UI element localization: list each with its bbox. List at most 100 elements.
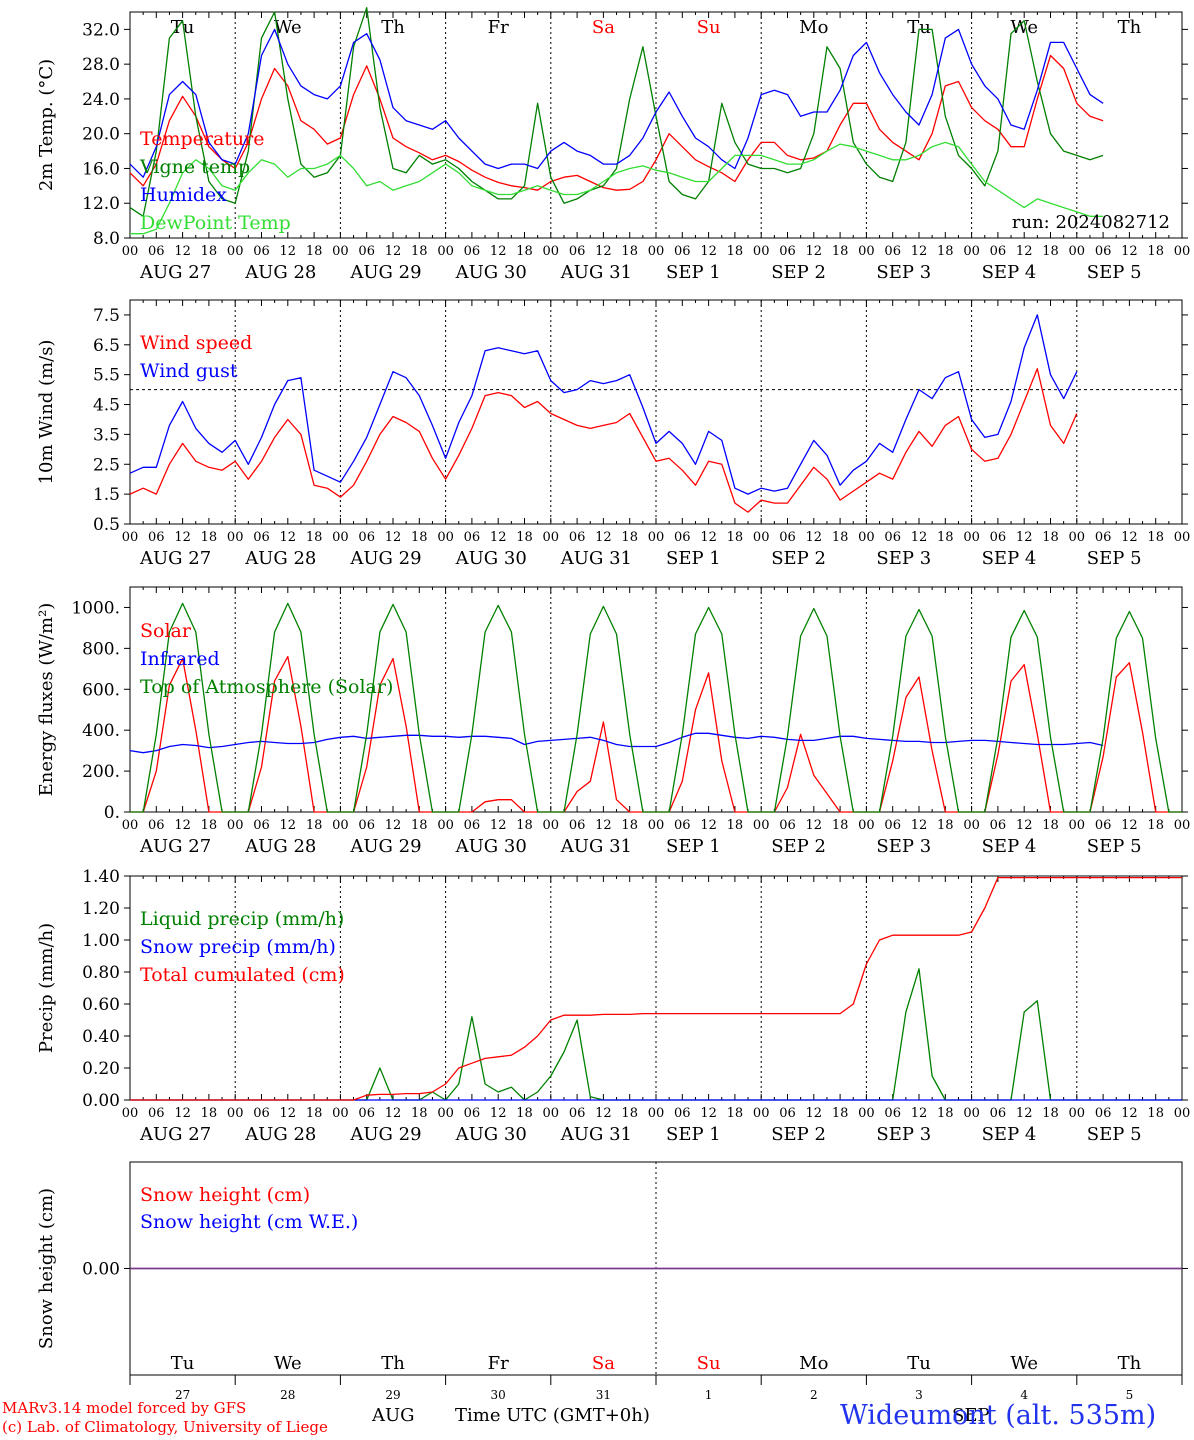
date-label: SEP 3 xyxy=(876,1124,931,1145)
hour-tick-label: 06 xyxy=(990,1106,1007,1121)
hour-tick-label: 18 xyxy=(1147,244,1164,259)
y-tick-label: 24.0 xyxy=(82,90,120,110)
y-axis-title: Snow height (cm) xyxy=(36,1188,57,1349)
hour-tick-label: 12 xyxy=(1016,818,1033,833)
hour-tick-label: 18 xyxy=(621,818,638,833)
panel-frame xyxy=(129,11,1183,239)
date-label: AUG 30 xyxy=(455,262,527,283)
hour-tick-label: 00 xyxy=(1069,818,1086,833)
hour-tick-label: 12 xyxy=(385,244,402,259)
hour-tick-label: 00 xyxy=(753,530,770,545)
hour-tick-label: 00 xyxy=(858,244,875,259)
date-label: SEP 1 xyxy=(666,548,721,569)
hour-tick-label: 06 xyxy=(990,244,1007,259)
hour-tick-label: 06 xyxy=(569,530,586,545)
hour-tick-label: 12 xyxy=(1121,530,1138,545)
hour-tick-label: 00 xyxy=(963,818,980,833)
weekday-label: Tu xyxy=(907,17,931,38)
hour-tick-label: 00 xyxy=(1069,530,1086,545)
panel-temp: 00 06 12 18 00 06 12 18 00 06 12 18 00 06 12 18 00 06 12 18… xyxy=(36,7,1190,283)
date-label: SEP 1 xyxy=(666,1124,721,1145)
hour-tick-label: 06 xyxy=(464,818,481,833)
hour-tick-label: 06 xyxy=(1095,1106,1112,1121)
legend-entry: Snow height (cm W.E.) xyxy=(140,1211,358,1233)
y-tick-label: 200. xyxy=(82,762,120,782)
hour-tick-label: 12 xyxy=(700,1106,717,1121)
date-label: SEP 5 xyxy=(1087,262,1142,283)
hour-tick-label: 06 xyxy=(569,1106,586,1121)
hour-tick-label: 18 xyxy=(937,244,954,259)
hour-tick-label: 12 xyxy=(911,1106,928,1121)
series-line-humidex xyxy=(129,28,1104,178)
y-tick-label: 0.20 xyxy=(82,1059,120,1079)
date-label: SEP 3 xyxy=(876,836,931,857)
hour-tick-label: 06 xyxy=(148,530,165,545)
hour-tick-label: 00 xyxy=(122,530,139,545)
date-label: AUG 31 xyxy=(560,1124,632,1145)
hour-tick-label: 12 xyxy=(490,1106,507,1121)
hour-tick-label: 18 xyxy=(832,818,849,833)
hour-tick-label: 06 xyxy=(358,244,375,259)
hour-tick-label: 12 xyxy=(385,818,402,833)
series-line-wind-gust xyxy=(129,314,1078,495)
hour-tick-label: 12 xyxy=(174,244,191,259)
legend-entry: Wind gust xyxy=(140,360,238,382)
y-tick-label: 5.5 xyxy=(93,366,120,386)
y-tick-label: 1.5 xyxy=(93,485,120,505)
hour-tick-label: 06 xyxy=(884,530,901,545)
hour-tick-label: 18 xyxy=(411,1106,428,1121)
hour-tick-label: 06 xyxy=(779,244,796,259)
hour-tick-label: 00 xyxy=(543,530,560,545)
date-label: SEP 4 xyxy=(982,1124,1037,1145)
hour-tick-label: 12 xyxy=(385,1106,402,1121)
series-line-temperature xyxy=(129,54,1104,191)
date-label: SEP 5 xyxy=(1087,836,1142,857)
y-tick-label: 1.40 xyxy=(82,867,120,887)
hour-tick-label: 00 xyxy=(753,818,770,833)
date-label: AUG 30 xyxy=(455,836,527,857)
y-axis-title: 2m Temp. (°C) xyxy=(36,59,57,191)
hour-tick-label: 12 xyxy=(595,818,612,833)
y-tick-label: 0.00 xyxy=(82,1260,120,1280)
hour-tick-label: 00 xyxy=(753,244,770,259)
date-label: AUG 27 xyxy=(139,262,211,283)
footer-month-right: SEP xyxy=(952,1405,990,1426)
hour-tick-label: 18 xyxy=(1147,1106,1164,1121)
hour-tick-label: 00 xyxy=(648,1106,665,1121)
hour-tick-label: 06 xyxy=(253,244,270,259)
hour-tick-label: 00 xyxy=(332,1106,349,1121)
day-number-label: 3 xyxy=(915,1388,923,1402)
y-tick-label: 0.60 xyxy=(82,995,120,1015)
y-tick-label: 1000. xyxy=(71,598,120,618)
hour-tick-label: 18 xyxy=(411,530,428,545)
hour-tick-label: 12 xyxy=(806,1106,823,1121)
hour-tick-label: 06 xyxy=(1095,818,1112,833)
hour-tick-label: 00 xyxy=(227,1106,244,1121)
hour-tick-label: 18 xyxy=(411,244,428,259)
hour-tick-label: 18 xyxy=(1147,530,1164,545)
weekday-label: Fr xyxy=(488,1353,509,1374)
hour-tick-label: 18 xyxy=(1042,1106,1059,1121)
hour-tick-label: 18 xyxy=(306,818,323,833)
hour-tick-label: 18 xyxy=(201,244,218,259)
panel-precip: 00 06 12 18 00 06 12 18 00 06 12 18 00 06 12 18 00 06 12 18… xyxy=(36,867,1190,1145)
hour-tick-label: 12 xyxy=(1121,818,1138,833)
date-label: SEP 3 xyxy=(876,548,931,569)
weekday-label: We xyxy=(274,17,302,38)
legend-entry: Wind speed xyxy=(140,332,252,354)
hour-tick-label: 00 xyxy=(332,818,349,833)
hour-tick-label: 00 xyxy=(963,530,980,545)
hour-tick-label: 12 xyxy=(1016,244,1033,259)
hour-tick-label: 12 xyxy=(1121,1106,1138,1121)
hour-tick-label: 12 xyxy=(280,244,297,259)
hour-tick-label: 00 xyxy=(858,818,875,833)
hour-tick-label: 06 xyxy=(779,1106,796,1121)
legend-entry: Infrared xyxy=(140,648,220,670)
legend-entry: Snow precip (mm/h) xyxy=(140,936,336,958)
day-number-label: 27 xyxy=(175,1388,190,1402)
hour-tick-label: 06 xyxy=(674,1106,691,1121)
hour-tick-label: 06 xyxy=(464,530,481,545)
hour-tick-label: 18 xyxy=(621,244,638,259)
date-label: AUG 28 xyxy=(244,548,316,569)
y-tick-label: 20.0 xyxy=(82,125,120,145)
